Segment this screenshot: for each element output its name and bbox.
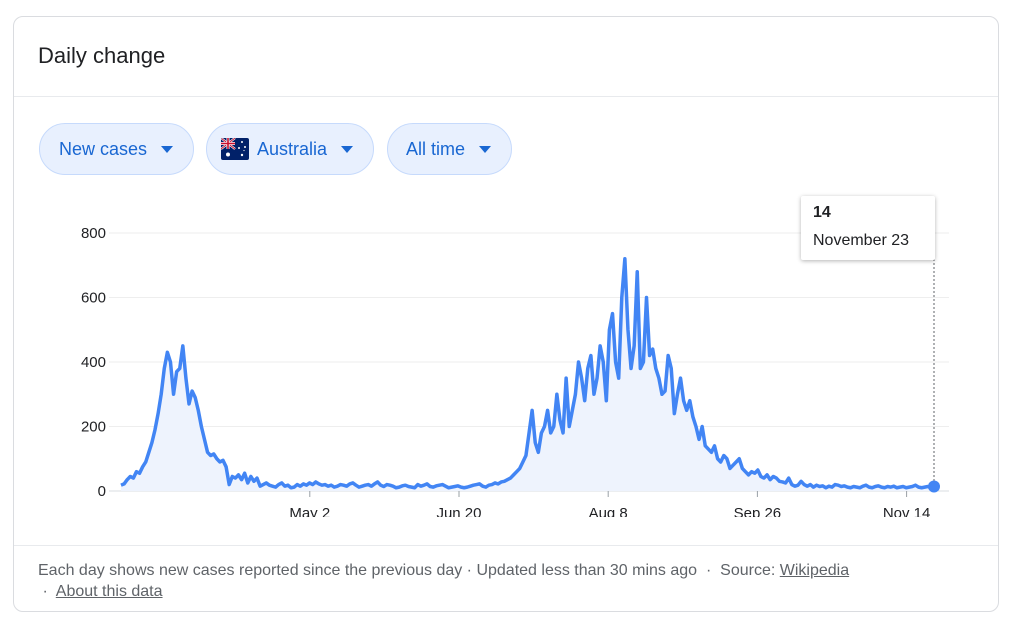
y-tick-label: 800: [81, 225, 106, 242]
footer-separator: ·: [38, 583, 56, 600]
x-axis-ticks: May 2 Jun 20 Aug 8 Sep 26 Nov 14: [289, 491, 930, 517]
region-dropdown[interactable]: Australia: [206, 123, 374, 175]
tooltip-value: 14: [813, 204, 831, 221]
time-range-dropdown-label: All time: [406, 138, 466, 159]
metric-dropdown-label: New cases: [59, 138, 148, 159]
data-tooltip: 14 November 23: [801, 196, 935, 260]
x-tick-label: Aug 8: [589, 505, 628, 517]
x-tick-label: Nov 14: [883, 505, 931, 517]
source-prefix: Source:: [720, 562, 776, 579]
x-tick-label: May 2: [289, 505, 330, 517]
about-this-data-link[interactable]: About this data: [55, 583, 163, 600]
region-dropdown-label: Australia: [257, 138, 328, 159]
caret-down-icon: [341, 145, 354, 153]
metric-dropdown[interactable]: New cases: [39, 123, 194, 175]
tooltip-date: November 23: [813, 232, 910, 249]
caret-down-icon: [479, 145, 492, 153]
australia-flag-icon: [221, 138, 249, 160]
y-tick-label: 600: [81, 290, 106, 307]
footer-divider: [14, 545, 998, 546]
wikipedia-source-link[interactable]: Wikipedia: [779, 562, 850, 579]
footer-description: Each day shows new cases reported since …: [38, 562, 698, 579]
y-axis-ticks: 0 200 400 600 800: [81, 225, 106, 500]
y-tick-label: 400: [81, 354, 106, 371]
hover-point[interactable]: [928, 480, 940, 493]
y-tick-label: 0: [98, 483, 106, 500]
y-tick-label: 200: [81, 419, 106, 436]
time-range-dropdown[interactable]: All time: [387, 123, 512, 175]
x-tick-label: Jun 20: [436, 505, 481, 517]
daily-change-chart[interactable]: 0 200 400 600 800 May 2 Jun 20 Aug 8 Sep 26 Nov …: [14, 17, 998, 517]
caret-down-icon: [161, 145, 174, 153]
daily-change-card: Daily change New cases Australia All tim…: [13, 16, 999, 612]
x-tick-label: Sep 26: [734, 505, 782, 517]
chart-footer: Each day shows new cases reported since …: [38, 560, 983, 602]
footer-separator: ·: [701, 562, 721, 579]
series-line: [120, 257, 935, 490]
header-divider: [14, 96, 998, 97]
card-title: Daily change: [38, 43, 166, 68]
